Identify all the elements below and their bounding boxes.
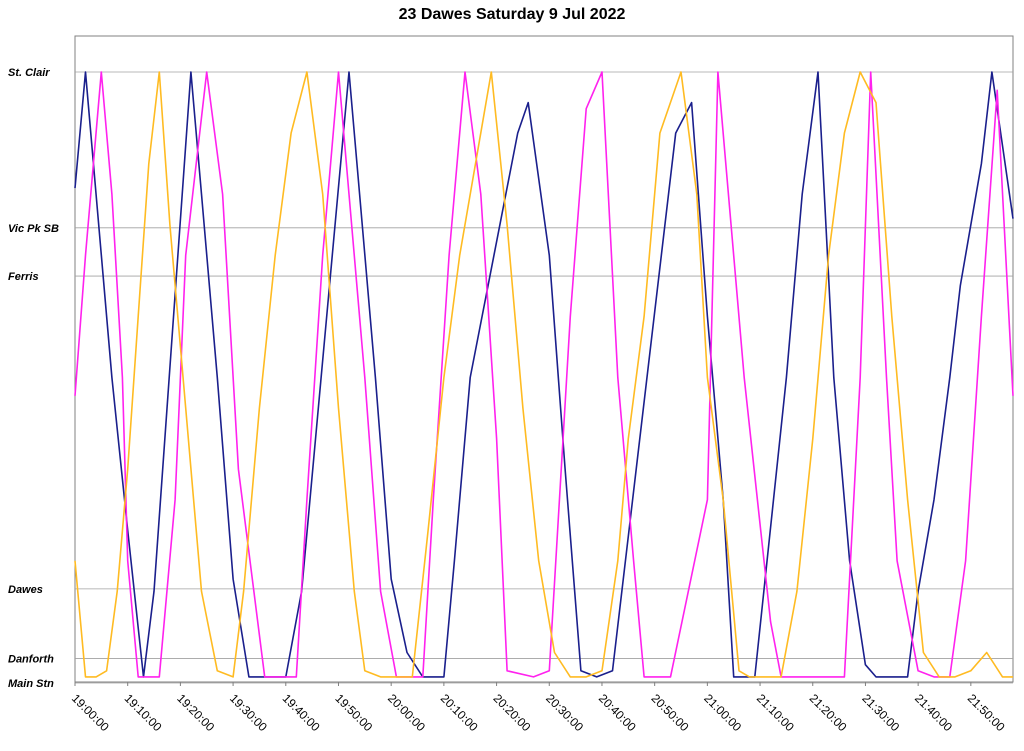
x-tick-label: 21:50:00 [965, 691, 1008, 734]
x-tick-label: 21:00:00 [701, 691, 744, 734]
x-tick-label: 19:10:00 [122, 691, 165, 734]
series-line-2 [74, 71, 1013, 678]
x-tick-label: 21:10:00 [754, 691, 797, 734]
x-tick-label: 19:50:00 [332, 691, 375, 734]
x-tick-label: 21:30:00 [859, 691, 902, 734]
x-tick-label: 20:00:00 [385, 691, 428, 734]
x-tick-label: 19:20:00 [174, 691, 217, 734]
grid-lines [75, 71, 1013, 684]
stop-label: St. Clair [8, 67, 50, 79]
x-tick-label: 21:40:00 [912, 691, 955, 734]
stop-label: Vic Pk SB [8, 223, 59, 235]
x-tick-label: 20:50:00 [649, 691, 692, 734]
chart-title: 23 Dawes Saturday 9 Jul 2022 [398, 6, 626, 23]
stop-label: Dawes [8, 584, 43, 596]
series-line-0 [74, 71, 1014, 678]
stop-labels: St. Clair Vic Pk SB Ferris Dawes Danforth Mai… [8, 67, 59, 690]
stop-label: Danforth [8, 654, 54, 666]
x-tick-label: 21:20:00 [807, 691, 850, 734]
series-lines [74, 71, 1014, 678]
stop-label: Main Stn [8, 678, 54, 690]
x-tick-label: 20:30:00 [543, 691, 586, 734]
x-axis: 19:00:00 19:10:00 19:20:00 19:30:00 19:40:00… [69, 682, 1008, 734]
series-line-1 [74, 71, 1014, 678]
x-tick-label: 19:40:00 [280, 691, 323, 734]
x-tick-label: 19:30:00 [227, 691, 270, 734]
x-tick-label: 20:20:00 [490, 691, 533, 734]
x-tick-label: 20:10:00 [438, 691, 481, 734]
stop-label: Ferris [8, 271, 39, 283]
x-tick-label: 20:40:00 [596, 691, 639, 734]
x-tick-label: 19:00:00 [69, 691, 112, 734]
